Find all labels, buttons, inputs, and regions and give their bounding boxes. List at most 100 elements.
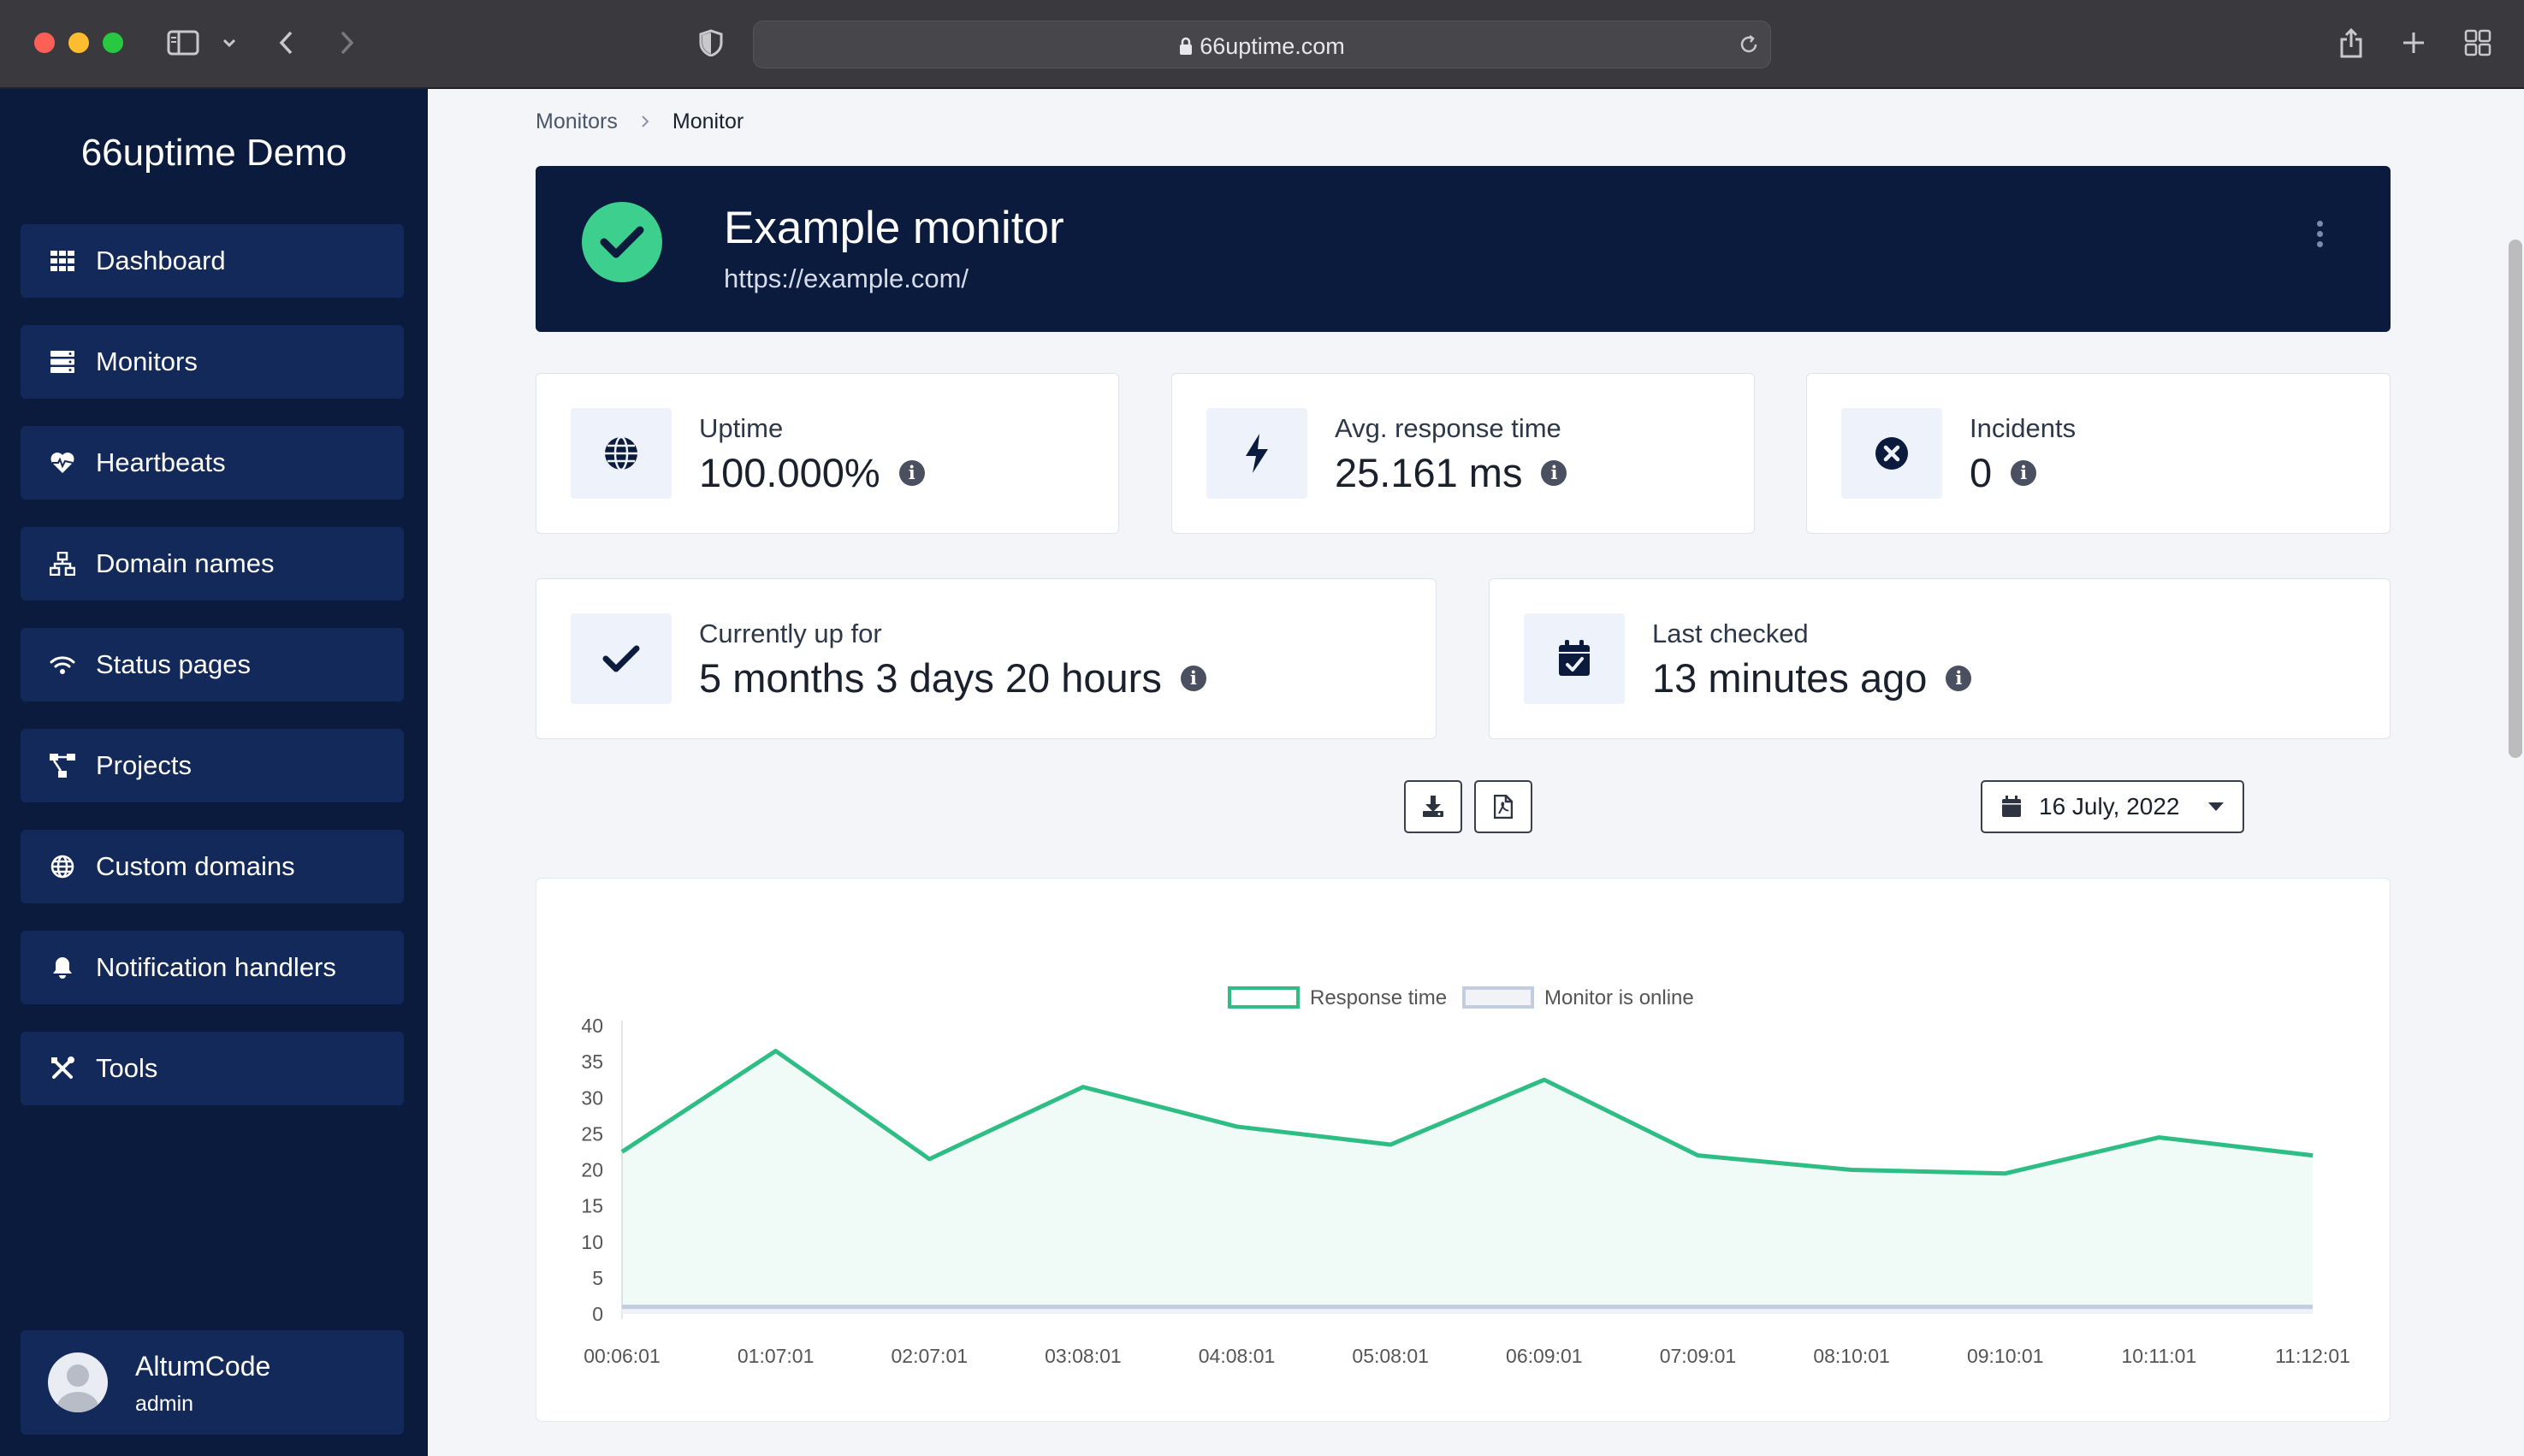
response-time-label: Avg. response time: [1335, 413, 1561, 443]
share-icon[interactable]: [2336, 22, 2367, 63]
close-window-button[interactable]: [34, 33, 55, 53]
legend-swatch-response-time: [1228, 986, 1300, 1009]
sidebar-item-status-pages[interactable]: Status pages: [21, 628, 404, 701]
sidebar-item-label: Custom domains: [96, 851, 295, 881]
sidebar-item-projects[interactable]: Projects: [21, 729, 404, 802]
check-icon: [571, 613, 672, 704]
y-tick-label: 30: [581, 1086, 603, 1109]
breadcrumb: Monitors Monitor: [536, 109, 744, 134]
response-value-row: 25.161 ms i: [1335, 449, 1567, 496]
heart-pulse-icon: [50, 450, 75, 476]
x-tick-label: 06:09:01: [1506, 1345, 1583, 1367]
forward-icon[interactable]: [334, 22, 359, 63]
sidebar-toggle-icon[interactable]: [166, 22, 200, 63]
x-tick-label: 00:06:01: [584, 1345, 661, 1367]
pdf-export-button[interactable]: [1474, 780, 1532, 833]
last-checked-label: Last checked: [1652, 619, 1809, 648]
response-time-chart: Response time Monitor is online 40 35 30 25…: [581, 986, 2350, 1367]
last-checked-value: 13 minutes ago: [1652, 655, 1928, 701]
incidents-card: Incidents 0 i: [1806, 373, 2391, 534]
y-tick-label: 25: [581, 1122, 603, 1145]
uptime-duration-row: 5 months 3 days 20 hours i: [699, 654, 1206, 701]
x-tick-label: 10:11:01: [2121, 1345, 2196, 1367]
x-tick-label: 04:08:01: [1199, 1345, 1276, 1367]
last-checked-card: Last checked 13 minutes ago i: [1489, 578, 2391, 739]
sidebar-item-custom-domains[interactable]: Custom domains: [21, 830, 404, 903]
y-tick-label: 35: [581, 1051, 603, 1073]
sidebar-item-heartbeats[interactable]: Heartbeats: [21, 426, 404, 500]
calendar-icon: [2001, 796, 2022, 818]
address-bar[interactable]: 66uptime.com: [753, 21, 1771, 68]
date-picker-label: 16 July, 2022: [2039, 793, 2180, 820]
user-role: admin: [135, 1392, 194, 1416]
date-picker-button[interactable]: 16 July, 2022: [1981, 780, 2244, 833]
info-icon[interactable]: i: [1541, 459, 1567, 486]
avatar: [48, 1352, 108, 1412]
sidebar-item-monitors[interactable]: Monitors: [21, 325, 404, 399]
legend-label-monitor-online: Monitor is online: [1544, 986, 1694, 1009]
uptime-value-row: 100.000% i: [699, 449, 925, 496]
globe-icon: [50, 854, 75, 879]
info-icon[interactable]: i: [898, 459, 925, 486]
project-diagram-icon: [50, 753, 75, 778]
info-icon[interactable]: i: [2011, 459, 2037, 486]
bell-icon: [50, 955, 75, 980]
user-menu[interactable]: AltumCode admin: [21, 1330, 404, 1435]
zoom-window-button[interactable]: [103, 33, 123, 53]
chevron-down-icon[interactable]: [219, 22, 240, 63]
tools-icon: [50, 1056, 75, 1081]
incidents-value-row: 0 i: [1970, 449, 2037, 496]
back-icon[interactable]: [274, 22, 299, 63]
uptime-label: Uptime: [699, 413, 784, 443]
x-tick-label: 02:07:01: [892, 1345, 969, 1367]
incidents-value: 0: [1970, 450, 1993, 495]
response-time-value: 25.161 ms: [1335, 450, 1523, 495]
monitor-header: Example monitor https://example.com/: [536, 166, 2391, 332]
monitor-url[interactable]: https://example.com/: [724, 263, 969, 293]
x-tick-label: 09:10:01: [1967, 1345, 2044, 1367]
sidebar-item-notification-handlers[interactable]: Notification handlers: [21, 931, 404, 1004]
browser-toolbar: 66uptime.com: [0, 0, 2524, 89]
x-tick-label: 03:08:01: [1045, 1345, 1122, 1367]
uptime-card: Uptime 100.000% i: [536, 373, 1119, 534]
main-content: Monitors Monitor Example monitor https:/…: [428, 89, 2524, 1456]
sidebar-item-label: Status pages: [96, 649, 251, 679]
breadcrumb-monitors-link[interactable]: Monitors: [536, 109, 618, 133]
minimize-window-button[interactable]: [68, 33, 89, 53]
uptime-duration-value: 5 months 3 days 20 hours: [699, 655, 1162, 701]
new-tab-icon[interactable]: [2399, 22, 2428, 63]
sidebar-item-label: Monitors: [96, 346, 198, 376]
response-time-line: [620, 1048, 2314, 1176]
sidebar-item-label: Dashboard: [96, 246, 226, 275]
y-tick-label: 5: [592, 1267, 603, 1289]
breadcrumb-current: Monitor: [672, 109, 744, 133]
wifi-icon: [50, 652, 75, 678]
sidebar-item-domain-names[interactable]: Domain names: [21, 527, 404, 601]
shield-icon[interactable]: [696, 22, 726, 63]
legend-swatch-monitor-online: [1462, 986, 1534, 1009]
info-icon[interactable]: i: [1946, 665, 1972, 691]
tab-overview-icon[interactable]: [2462, 22, 2493, 63]
sidebar-item-label: Projects: [96, 750, 192, 780]
sidebar-item-dashboard[interactable]: Dashboard: [21, 224, 404, 298]
download-button[interactable]: [1404, 780, 1462, 833]
page-scrollbar[interactable]: [2509, 240, 2522, 758]
server-icon: [50, 349, 75, 375]
bolt-icon: [1206, 408, 1307, 499]
y-tick-label: 20: [581, 1159, 603, 1181]
sidebar-item-label: Domain names: [96, 548, 275, 578]
response-time-chart-card: Response time Monitor is online 40 35 30 25…: [536, 878, 2391, 1422]
legend-label-response-time: Response time: [1310, 986, 1447, 1009]
x-tick-label: 11:12:01: [2275, 1345, 2350, 1367]
network-icon: [50, 551, 75, 577]
reload-icon[interactable]: [1736, 30, 1762, 59]
sidebar-item-tools[interactable]: Tools: [21, 1032, 404, 1105]
brand-title[interactable]: 66uptime Demo: [80, 132, 347, 174]
incidents-label: Incidents: [1970, 413, 2077, 443]
download-icon: [1422, 796, 1444, 818]
y-tick-label: 0: [592, 1303, 603, 1325]
more-options-icon[interactable]: [2315, 221, 2324, 247]
info-icon[interactable]: i: [1180, 665, 1206, 691]
globe-icon: [571, 408, 672, 499]
uptime-duration-card: Currently up for 5 months 3 days 20 hour…: [536, 578, 1437, 739]
